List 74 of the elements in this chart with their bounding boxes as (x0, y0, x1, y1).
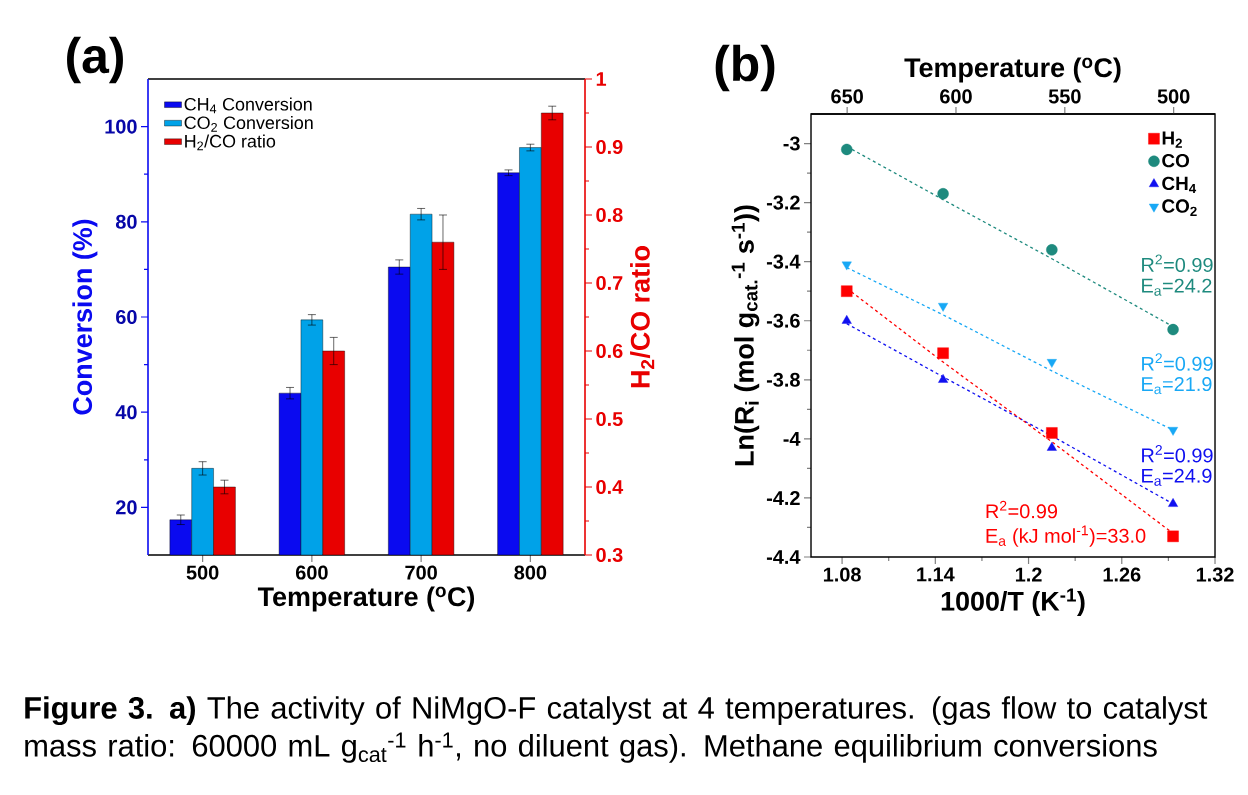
point (1046, 427, 1058, 439)
y2-axis-title: H$_{2}$/CO ratio (630, 246, 655, 388)
annotation: E$_{a}$=21.9 (1142, 376, 1212, 395)
y2-tick-label: 0.9 (596, 139, 623, 155)
point (841, 315, 852, 324)
legend-label: CH$_{4}$ (1162, 176, 1197, 194)
legend-label: H$_{2}$ (1162, 131, 1182, 148)
y-tick-label: -3.2 (766, 195, 800, 210)
point (938, 374, 949, 383)
y-tick-label: -4.2 (766, 490, 800, 505)
annotation: R$^{2}$=0.99 (1142, 254, 1213, 272)
legend-label: CO$_{2}$ (1162, 199, 1197, 216)
y2-tick-label: 0.4 (596, 479, 624, 495)
x2-tick-label: 650 (831, 89, 863, 104)
annotation: E$_{a}$ (kJ mol$^{-1}$)=33.0 (986, 525, 1146, 547)
y-tick-label: -4.4 (766, 550, 801, 564)
y2-tick-label: 0.8 (596, 207, 623, 223)
x-tick-label: 1.08 (823, 567, 861, 582)
x-tick-label: 1.32 (1196, 567, 1234, 582)
x-tick-label: 1.26 (1103, 567, 1141, 582)
y2-tick-label: 0.3 (596, 547, 623, 563)
y-tick-label: 80 (115, 214, 137, 229)
y-tick-label: -3.8 (766, 372, 800, 387)
point (1167, 530, 1179, 543)
x2-tick-label: 500 (1157, 89, 1190, 104)
chart-title: (a) (67, 36, 123, 84)
point (841, 261, 852, 271)
y-axis-title: Ln(R$_{i}$ (mol g$_{cat.}$$^{-1}$ s$^{-1}$)) (731, 205, 760, 466)
y-tick-label: -4 (783, 432, 801, 446)
legend-label: CO$_{2}$ Conversion (184, 115, 313, 132)
y2-tick-label: 1 (596, 72, 607, 86)
x2-tick-label: 600 (940, 89, 972, 104)
x-axis-title: Temperature ($^{o}$C) (257, 586, 475, 612)
text: Figure 3. a) The activity of NiMgO-F catalyst at 4 temperatures. (gas flow to catalyst mass ratio: 60000 mL g$_{cat}$$^{-1}$ h$^{-1}$, no diluent gas). Methane equilibrium conversions (25, 696, 1208, 763)
x2-tick-label: 550 (1048, 89, 1081, 104)
legend-label: CO (1162, 153, 1190, 168)
y2-tick-label: 0.6 (596, 343, 623, 359)
point (841, 143, 853, 156)
y2-tick-label: 0.7 (596, 275, 623, 291)
point (1167, 323, 1179, 336)
point (1168, 427, 1179, 436)
annotation: R$^{2}$=0.99 (1142, 353, 1213, 371)
x-tick-label: 500 (186, 565, 219, 580)
point (937, 188, 949, 200)
point (1046, 359, 1057, 368)
annotation: E$_{a}$=24.2 (1142, 278, 1212, 296)
y2-tick-label: 0.5 (596, 411, 623, 427)
legend-label: H$_{2}$/CO ratio (185, 134, 276, 151)
point (938, 303, 949, 312)
annotation: R$^{2}$=0.99 (986, 500, 1058, 519)
point (841, 285, 853, 297)
y-tick-label: -3.4 (766, 254, 801, 269)
x-tick-label: 700 (405, 565, 437, 580)
x-tick-label: 600 (295, 565, 328, 580)
y-tick-label: 40 (115, 405, 137, 420)
legend-label: CH$_{4}$ Conversion (184, 97, 312, 114)
y-tick-label: 60 (116, 309, 137, 325)
annotation: R$^{2}$=0.99 (1142, 445, 1213, 463)
y-axis-title: Conversion (%) (72, 219, 98, 415)
x-axis-title: 1000/T (K$^{-1}$) (941, 588, 1085, 617)
y-tick-label: 100 (105, 119, 137, 134)
y-tick-label: -3 (783, 136, 800, 151)
x-tick-label: 1.14 (917, 567, 955, 582)
point (1046, 442, 1057, 451)
chart-title: (b) (715, 44, 775, 92)
annotation: E$_{a}$=24.9 (1142, 468, 1212, 486)
y-tick-label: 20 (116, 500, 137, 515)
x-tick-label: 1.2 (1015, 567, 1042, 582)
y-tick-label: -3.6 (766, 313, 800, 328)
point (937, 347, 949, 359)
point (1046, 244, 1058, 256)
x-tick-label: 800 (514, 565, 547, 580)
point (1168, 498, 1179, 507)
x2-axis-title: Temperature ($^{o}$C) (904, 57, 1121, 83)
